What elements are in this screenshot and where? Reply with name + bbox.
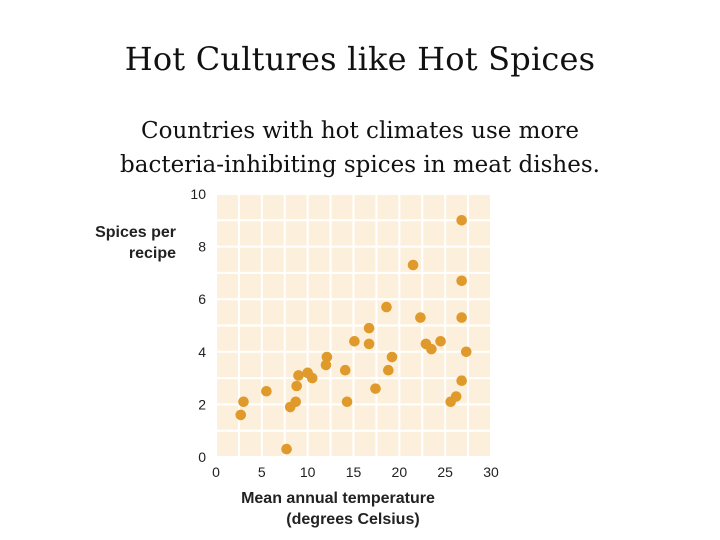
x-axis-label-line-1: Mean annual temperature (241, 490, 435, 507)
data-point (341, 396, 353, 408)
data-point (339, 364, 351, 376)
data-point (238, 396, 249, 408)
slide-title: Hot Cultures like Hot Spices (124, 40, 596, 78)
data-point (281, 443, 292, 455)
x-tick-label: 25 (437, 464, 453, 480)
data-point (320, 359, 332, 371)
y-tick-label: 8 (198, 239, 206, 255)
data-point (456, 312, 467, 323)
x-tick-label: 0 (212, 464, 220, 480)
x-tick-label: 20 (392, 464, 408, 480)
data-point (290, 396, 302, 408)
x-tick-label: 5 (258, 464, 266, 480)
data-point (407, 259, 419, 271)
subtitle-line-1: Countries with hot climates use more (141, 118, 579, 144)
data-point (363, 322, 375, 334)
y-tick-labels: 0 2 4 6 8 10 (190, 186, 206, 465)
data-point (381, 301, 392, 313)
data-point (321, 351, 333, 363)
y-tick-label: 10 (190, 186, 206, 202)
data-point (386, 351, 398, 363)
data-point (460, 346, 472, 358)
data-point (456, 275, 467, 287)
data-point (450, 391, 462, 402)
y-axis-label-line-2: recipe (129, 245, 176, 262)
data-points (235, 215, 472, 455)
data-point (426, 343, 437, 355)
x-tick-label: 15 (346, 464, 362, 480)
y-tick-label: 2 (198, 396, 206, 412)
data-point (261, 385, 272, 397)
data-point (415, 312, 426, 323)
data-point (435, 335, 446, 347)
y-tick-label: 0 (198, 449, 206, 465)
y-axis-label-line-1: Spices per (95, 224, 176, 241)
x-axis-label-line-2: (degrees Celsius) (286, 511, 419, 528)
data-point (291, 380, 302, 392)
data-point (456, 215, 467, 226)
y-tick-label: 4 (198, 344, 206, 360)
x-tick-label: 10 (300, 464, 316, 480)
data-point (383, 364, 394, 376)
data-point (370, 383, 381, 394)
data-point (293, 370, 304, 381)
data-point (456, 375, 467, 387)
data-point (349, 335, 360, 347)
x-tick-labels: 0 5 10 15 20 25 30 (212, 464, 499, 480)
data-point (363, 338, 375, 350)
subtitle-line-2: bacteria-inhibiting spices in meat dishe… (120, 152, 600, 178)
y-tick-label: 6 (198, 291, 206, 307)
x-tick-label: 30 (483, 464, 499, 480)
data-point (235, 409, 247, 421)
slide-subtitle: Countries with hot climates use more bac… (0, 114, 720, 182)
data-point (306, 372, 318, 384)
